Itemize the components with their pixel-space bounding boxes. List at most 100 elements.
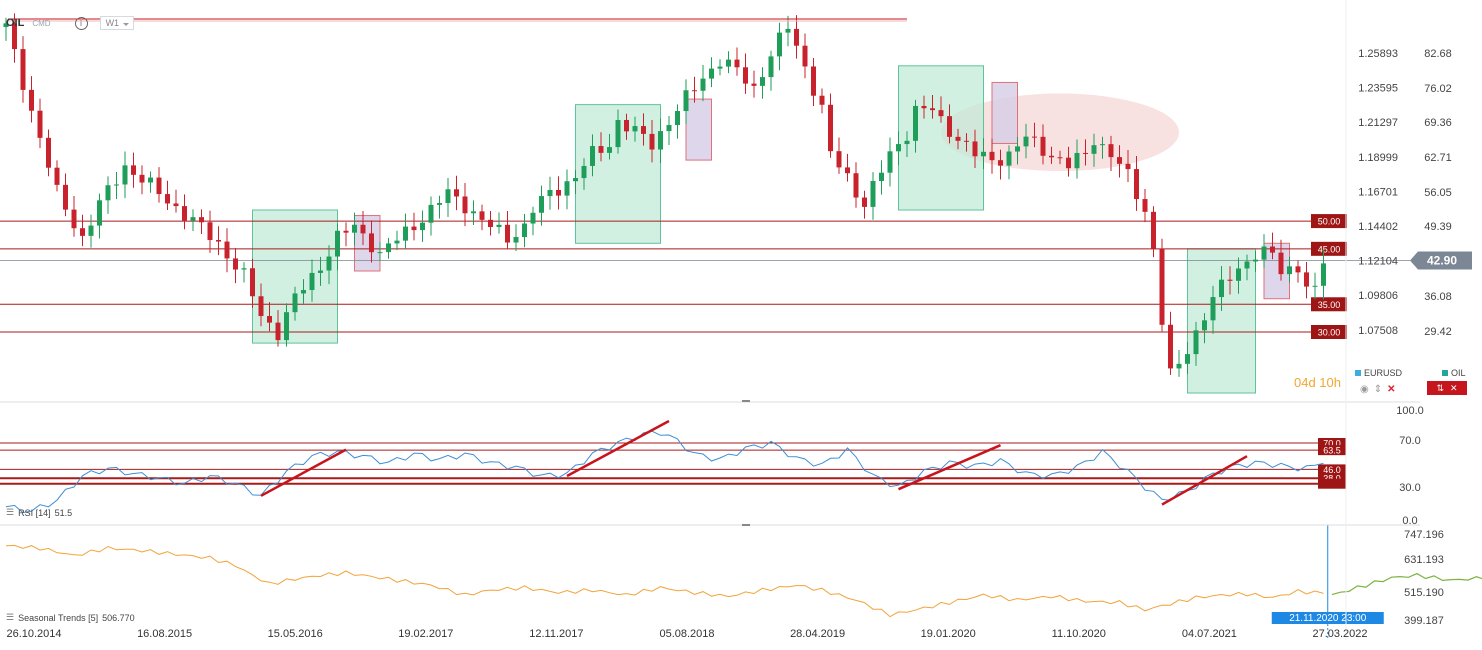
candle-body <box>887 151 893 173</box>
level-tag-label: 35.00 <box>1318 300 1341 310</box>
seasonal-label: ☰ Seasonal Trends [5] 506.770 <box>6 612 135 623</box>
candle-body <box>522 223 527 238</box>
rsi-axis-label: 0.0 <box>1402 515 1417 527</box>
legend-eurusd-label: EURUSD <box>1364 368 1403 378</box>
seasonal-indicator-name: Seasonal Trends [5] <box>18 612 99 623</box>
candle-body <box>666 125 672 132</box>
candle-body <box>1040 136 1046 156</box>
seasonal-projection-line <box>1331 572 1482 596</box>
x-axis-label: 04.07.2021 <box>1182 628 1237 640</box>
candle-body <box>173 203 179 207</box>
oil-series-settings-button[interactable]: ⇅ ✕ <box>1427 381 1467 395</box>
candle-body <box>513 237 519 243</box>
candle-body <box>751 83 757 86</box>
x-axis-label: 11.10.2020 <box>1052 628 1106 640</box>
seasonal-axis-label: 515.190 <box>1404 587 1444 599</box>
rsi-line <box>5 430 1324 514</box>
candle-body <box>105 185 111 201</box>
candle-body <box>284 312 289 341</box>
candle-body <box>241 268 247 270</box>
candle-body <box>411 226 417 231</box>
candle-body <box>148 177 153 183</box>
candle-body <box>63 184 68 210</box>
candle-body <box>649 133 655 150</box>
close-icon[interactable]: ✕ <box>1450 383 1458 393</box>
candle-body <box>54 167 60 185</box>
candle-body <box>1074 152 1080 169</box>
candle-body <box>862 197 867 207</box>
candle-body <box>1278 252 1284 275</box>
candle-body <box>530 212 536 224</box>
candle-body <box>547 189 553 197</box>
candle-body <box>845 167 850 174</box>
candle-body <box>437 203 442 205</box>
oil-axis-label: 36.08 <box>1424 291 1452 303</box>
candle-body <box>165 194 170 204</box>
menu-icon[interactable]: ☰ <box>6 507 15 517</box>
candle-body <box>573 178 578 182</box>
candle-body <box>981 151 986 157</box>
candle-body <box>190 217 196 221</box>
seasonal-history-line <box>5 544 1324 618</box>
axes: 1.25893 1.23595 1.21297 1.18999 1.16701 1.144… <box>0 0 1472 640</box>
candle-body <box>683 90 689 112</box>
eurusd-axis-label: 1.07508 <box>1358 325 1398 337</box>
candle-body <box>462 196 468 214</box>
candle-body <box>641 126 646 134</box>
timeframe-select[interactable]: W1 <box>99 16 135 30</box>
candle-body <box>1244 261 1250 269</box>
candle-body <box>743 67 748 84</box>
candle-body <box>326 256 332 271</box>
candle-body <box>207 222 213 240</box>
panel-resize-handle <box>742 524 750 526</box>
rsi-trendline <box>1161 455 1248 506</box>
candle-body <box>581 165 587 179</box>
oil-axis-label: 82.68 <box>1424 48 1452 60</box>
eurusd-axis-label: 1.25893 <box>1358 48 1398 60</box>
level-tag-label: 45.00 <box>1318 244 1341 254</box>
x-axis-label: 12.11.2017 <box>529 628 583 640</box>
price-level-lines: 50.00 45.00 35.00 30.00 <box>0 214 1410 339</box>
rsi-axis-label: 100.0 <box>1396 405 1424 417</box>
info-icon[interactable]: i <box>74 16 88 30</box>
candle-body <box>1219 279 1224 298</box>
candle-body <box>556 189 561 196</box>
seasonal-indicator-value: 506.770 <box>102 612 135 623</box>
legend-eurusd[interactable]: EURUSD <box>1355 368 1402 378</box>
eye-icon[interactable]: ◉ <box>1360 384 1369 395</box>
menu-icon[interactable]: ☰ <box>6 612 15 622</box>
candle-body <box>1057 157 1063 159</box>
legend-oil[interactable]: OIL <box>1442 368 1466 378</box>
symbol-label[interactable]: OIL <box>6 17 25 29</box>
candle-body <box>734 59 740 68</box>
oil-axis-label: 69.36 <box>1424 117 1452 129</box>
rsi-level-tag <box>1318 473 1346 484</box>
candle-body <box>819 95 825 105</box>
candle-body <box>377 252 383 254</box>
sort-icon[interactable]: ⇕ <box>1373 384 1383 395</box>
level-tag-label: 30.00 <box>1318 328 1341 338</box>
candle-body <box>836 151 842 168</box>
level-tag-label: 50.00 <box>1318 217 1341 227</box>
oil-axis-label: 76.02 <box>1424 83 1452 95</box>
candle-body <box>1168 324 1173 369</box>
candle-body <box>1270 246 1275 253</box>
candle-body <box>12 23 17 50</box>
candle-body <box>3 23 9 27</box>
chart-header: OIL CMD i W1 <box>6 14 135 32</box>
eurusd-axis-label: 1.18999 <box>1358 152 1398 164</box>
candle-body <box>768 56 774 78</box>
legend-tools: ◉ ⇕ ✕ <box>1360 384 1396 395</box>
close-icon[interactable]: ✕ <box>1387 384 1396 395</box>
rsi-indicator-value: 51.5 <box>54 507 73 518</box>
last-price-badge <box>1410 251 1472 270</box>
candle-body <box>1236 268 1241 281</box>
seasonal-panel: 21.11.2020 23:00 747.196 631.193 515.190 399… <box>5 525 1482 640</box>
rsi-trendline <box>898 444 1001 491</box>
candle-body <box>777 32 782 57</box>
rsi-level-tag <box>1318 464 1346 475</box>
candle-body <box>471 211 476 214</box>
candle-body <box>1295 266 1301 273</box>
candle-body <box>1287 266 1292 275</box>
